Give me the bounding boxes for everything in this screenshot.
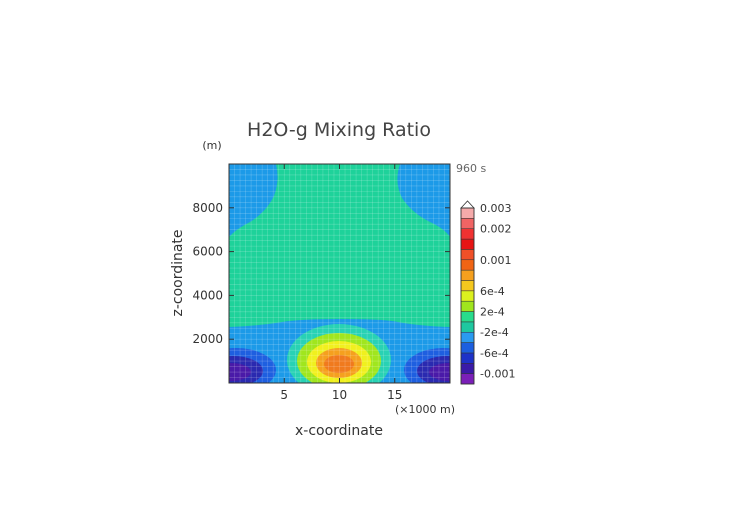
colorbar-label: 0.003 [480,202,512,215]
colorbar-band [460,269,475,281]
y-axis: 2000 4000 6000 8000 [192,201,450,346]
time-label: 960 s [456,162,486,175]
blue-upper-left [229,164,266,226]
contour-fill [229,164,450,383]
colorbar-band [460,352,475,364]
colorbar-band [460,342,475,354]
grid-lines [229,164,450,383]
y-tick-label: 4000 [192,288,223,302]
colorbar-label: -2e-4 [480,326,509,339]
colorbar-band [460,321,475,333]
colorbar-band [460,311,475,323]
colorbar-band [460,331,475,343]
colorbar-label: 0.001 [480,254,512,267]
colorbar-band [460,218,475,229]
x-tick-label: 15 [387,388,402,402]
y-tick-label: 8000 [192,201,223,215]
green-column-region [229,164,450,327]
y-tick-label: 6000 [192,245,223,259]
y-axis-title: z-coordinate [170,229,186,316]
colorbar-band [460,228,475,240]
x-axis-title: x-coordinate [295,423,383,439]
colorbar-label: 0.002 [480,223,512,236]
colorbar-band [460,259,475,271]
x-axis: 5 10 15 [280,164,402,402]
x-tick-label: 10 [332,388,347,402]
lower-right-lobe-3 [429,363,450,381]
colorbar-band [460,373,475,385]
colorbar: -0.001 -6e-4 -2e-4 2e-4 6e-4 0.001 0.002 0.003 [460,200,515,385]
colorbar-label: 6e-4 [480,285,505,298]
colorbar-arrow [460,200,475,209]
colorbar-label: -0.001 [480,368,515,381]
x-tick-label: 5 [280,388,288,402]
colorbar-band [460,300,475,312]
colorbar-label: -6e-4 [480,347,509,360]
chart-title: H2O-g Mixing Ratio [247,119,431,141]
colorbar-band [460,280,475,292]
blue-upper-right [419,164,450,222]
colorbar-band [460,363,475,374]
x-unit-label: (×1000 m) [395,403,455,416]
colorbar-band [460,249,475,261]
y-tick-label: 2000 [192,332,223,346]
plot-area [228,163,451,384]
bubble-band-5 [324,355,354,373]
colorbar-band [460,238,475,250]
colorbar-band [460,207,475,219]
colorbar-frame [460,207,475,385]
lower-left-lobe-3 [229,363,251,381]
colorbar-band [460,290,475,302]
colorbar-label: 2e-4 [480,306,505,319]
y-unit-label: (m) [202,139,221,152]
